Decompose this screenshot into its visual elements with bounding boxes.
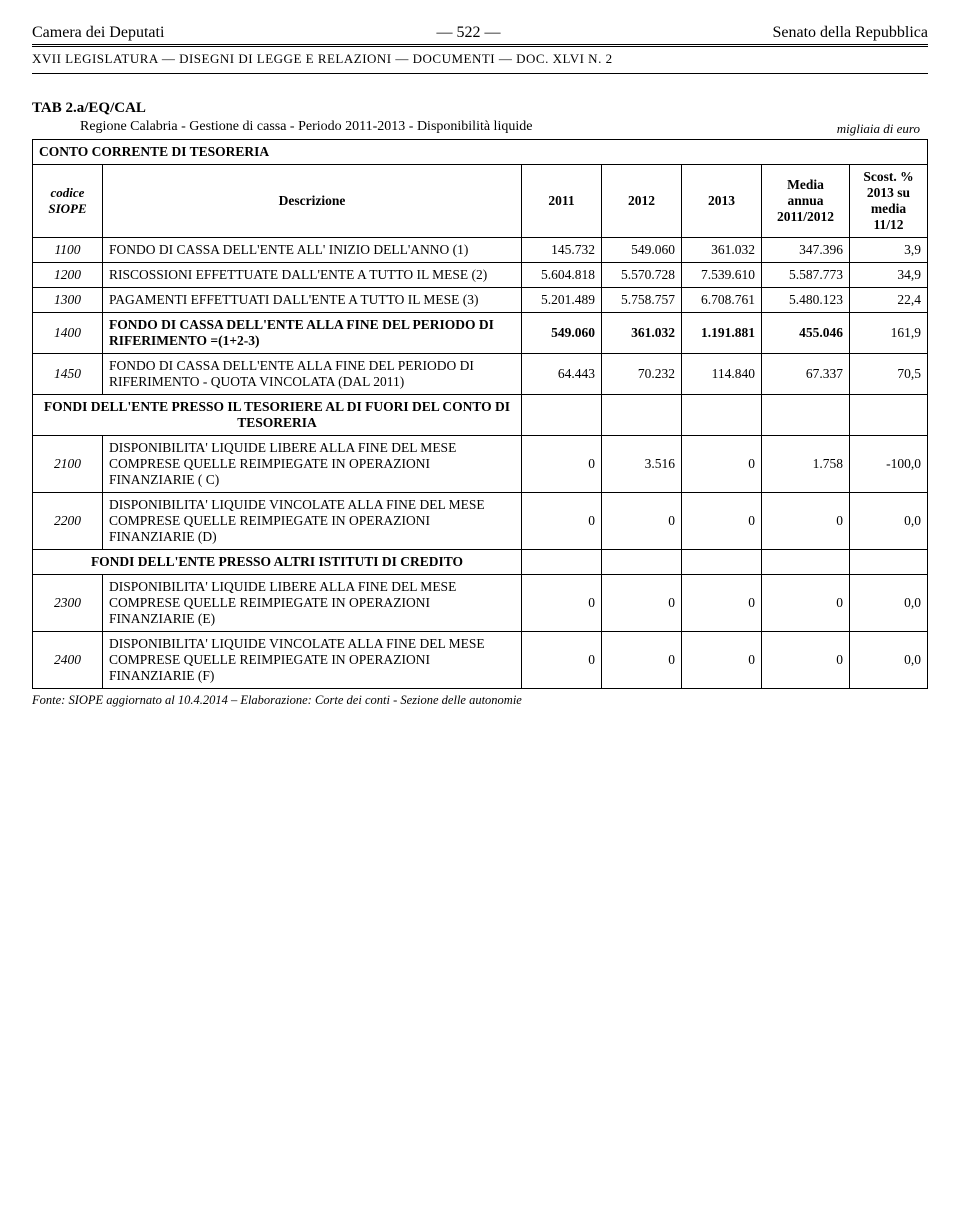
row-val: 0,0 [850,493,928,550]
row-desc: RISCOSSIONI EFFETTUATE DALL'ENTE A TUTTO… [103,263,522,288]
row-val: 3,9 [850,238,928,263]
row-desc: FONDO DI CASSA DELL'ENTE ALLA FINE DEL P… [103,354,522,395]
row-desc: DISPONIBILITA' LIQUIDE LIBERE ALLA FINE … [103,575,522,632]
section-3-title: FONDI DELL'ENTE PRESSO ALTRI ISTITUTI DI… [39,554,515,570]
row-val: 0 [682,575,762,632]
row-val: 6.708.761 [682,288,762,313]
section-2-title: FONDI DELL'ENTE PRESSO IL TESORIERE AL D… [39,399,515,431]
header-right: Senato della Repubblica [772,24,928,42]
header-center: — 522 — [436,24,500,42]
row-val: 549.060 [602,238,682,263]
row-val: 5.570.728 [602,263,682,288]
row-val: 549.060 [522,313,602,354]
table-row: 1100 FONDO DI CASSA DELL'ENTE ALL' INIZI… [33,238,928,263]
row-val: 0 [762,575,850,632]
row-val: 0 [602,493,682,550]
row-val: 5.480.123 [762,288,850,313]
header-left: Camera dei Deputati [32,24,164,42]
row-code: 2400 [33,632,103,689]
table-row: 2200 DISPONIBILITA' LIQUIDE VINCOLATE AL… [33,493,928,550]
row-val: 5.587.773 [762,263,850,288]
row-val: -100,0 [850,436,928,493]
table-code-line: TAB 2.a/EQ/CAL [32,100,928,117]
row-val: 145.732 [522,238,602,263]
row-desc: DISPONIBILITA' LIQUIDE VINCOLATE ALLA FI… [103,493,522,550]
table-code: TAB 2.a/EQ/CAL [32,100,146,116]
row-code: 1100 [33,238,103,263]
section-1-title: CONTO CORRENTE DI TESORERIA [39,144,516,160]
row-val: 3.516 [602,436,682,493]
col-media: Media annua 2011/2012 [762,165,850,238]
row-val: 1.191.881 [682,313,762,354]
row-desc: FONDO DI CASSA DELL'ENTE ALLA FINE DEL P… [103,313,522,354]
row-val: 0,0 [850,575,928,632]
col-codice: codice SIOPE [33,165,103,238]
table-row: 1200 RISCOSSIONI EFFETTUATE DALL'ENTE A … [33,263,928,288]
page-header: Camera dei Deputati — 522 — Senato della… [32,24,928,47]
row-code: 2300 [33,575,103,632]
col-2012: 2012 [602,165,682,238]
row-val: 0 [522,575,602,632]
section-1-header: CONTO CORRENTE DI TESORERIA [33,140,928,165]
row-val: 0 [682,493,762,550]
row-val: 0 [762,493,850,550]
col-scost: Scost. % 2013 su media 11/12 [850,165,928,238]
row-code: 1300 [33,288,103,313]
row-val: 361.032 [682,238,762,263]
row-desc: FONDO DI CASSA DELL'ENTE ALL' INIZIO DEL… [103,238,522,263]
table-row: 1450 FONDO DI CASSA DELL'ENTE ALLA FINE … [33,354,928,395]
row-val: 0,0 [850,632,928,689]
row-val: 22,4 [850,288,928,313]
row-val: 70.232 [602,354,682,395]
footnote: Fonte: SIOPE aggiornato al 10.4.2014 – E… [32,693,928,708]
row-val: 347.396 [762,238,850,263]
row-val: 0 [522,632,602,689]
row-desc: PAGAMENTI EFFETTUATI DALL'ENTE A TUTTO I… [103,288,522,313]
row-val: 0 [682,632,762,689]
table-row: 2400 DISPONIBILITA' LIQUIDE VINCOLATE AL… [33,632,928,689]
row-val: 34,9 [850,263,928,288]
row-val: 0 [522,436,602,493]
col-2013: 2013 [682,165,762,238]
row-val: 0 [762,632,850,689]
row-code: 2200 [33,493,103,550]
row-desc: DISPONIBILITA' LIQUIDE LIBERE ALLA FINE … [103,436,522,493]
row-val: 70,5 [850,354,928,395]
row-code: 1200 [33,263,103,288]
table-row: 1300 PAGAMENTI EFFETTUATI DALL'ENTE A TU… [33,288,928,313]
row-val: 1.758 [762,436,850,493]
section-2-header: FONDI DELL'ENTE PRESSO IL TESORIERE AL D… [33,395,928,436]
row-val: 5.604.818 [522,263,602,288]
row-val: 5.201.489 [522,288,602,313]
row-val: 0 [602,632,682,689]
row-val: 114.840 [682,354,762,395]
row-val: 361.032 [602,313,682,354]
row-code: 1400 [33,313,103,354]
row-val: 0 [522,493,602,550]
header-subtitle: XVII LEGISLATURA — DISEGNI DI LEGGE E RE… [32,51,928,74]
row-val: 7.539.610 [682,263,762,288]
row-val: 5.758.757 [602,288,682,313]
row-val: 67.337 [762,354,850,395]
col-2011: 2011 [522,165,602,238]
row-val: 0 [682,436,762,493]
row-val: 0 [602,575,682,632]
table-row: 2100 DISPONIBILITA' LIQUIDE LIBERE ALLA … [33,436,928,493]
table-row: 2300 DISPONIBILITA' LIQUIDE LIBERE ALLA … [33,575,928,632]
row-val: 161,9 [850,313,928,354]
row-val: 64.443 [522,354,602,395]
data-table: CONTO CORRENTE DI TESORERIA codice SIOPE… [32,139,928,689]
column-header-row: codice SIOPE Descrizione 2011 2012 2013 … [33,165,928,238]
table-row: 1400 FONDO DI CASSA DELL'ENTE ALLA FINE … [33,313,928,354]
row-desc: DISPONIBILITA' LIQUIDE VINCOLATE ALLA FI… [103,632,522,689]
row-val: 455.046 [762,313,850,354]
col-descrizione: Descrizione [103,165,522,238]
row-code: 1450 [33,354,103,395]
row-code: 2100 [33,436,103,493]
section-3-header: FONDI DELL'ENTE PRESSO ALTRI ISTITUTI DI… [33,550,928,575]
